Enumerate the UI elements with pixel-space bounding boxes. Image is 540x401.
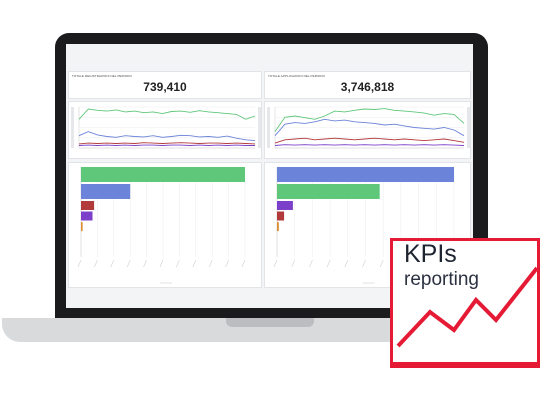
kpi-title: TOTALE APPLICAZIONI NEL PERIODO xyxy=(268,74,326,78)
bar-1 xyxy=(81,184,131,199)
tick-label xyxy=(208,259,213,268)
tick-label xyxy=(176,259,180,268)
scroll-rail-left xyxy=(71,107,74,148)
kpi-value: 3,746,818 xyxy=(340,80,395,94)
bar-1 xyxy=(277,184,380,199)
tick-label xyxy=(241,259,246,268)
tick-label xyxy=(291,259,295,268)
badge-title: KPIs xyxy=(404,240,457,268)
series-line-2 xyxy=(78,142,256,145)
bar-3 xyxy=(81,211,93,221)
scroll-rail-right xyxy=(467,107,470,148)
tick-label xyxy=(326,259,331,268)
bar-chart-right xyxy=(273,167,455,284)
tick-label xyxy=(110,259,115,268)
bar-chart-panel-left xyxy=(68,162,262,288)
series-line-0 xyxy=(274,108,465,132)
tick-label xyxy=(192,259,197,268)
bar-chart-left xyxy=(77,167,246,284)
kpi-panel-applications: TOTALE APPLICAZIONI NEL PERIODO 3,746,81… xyxy=(264,71,471,99)
tick-label xyxy=(77,259,82,268)
series-line-1 xyxy=(78,131,256,142)
bar-3 xyxy=(277,211,285,221)
line-chart-left xyxy=(71,106,261,149)
kpi-title: TOTALE REGISTRAZIONI NEL PERIODO xyxy=(72,74,132,78)
tick-label xyxy=(379,259,384,268)
tick-label xyxy=(273,259,278,268)
badge-subtitle: reporting xyxy=(404,269,479,290)
laptop-notch xyxy=(226,318,314,327)
series-line-3 xyxy=(274,144,465,146)
tick-label xyxy=(94,259,98,268)
line-chart-panel-left xyxy=(68,101,262,159)
tick-label xyxy=(159,259,164,268)
bar-4 xyxy=(81,222,83,232)
bar-2 xyxy=(277,201,293,210)
scroll-rail-left xyxy=(267,107,270,148)
bar-4 xyxy=(277,222,279,232)
tick-label xyxy=(225,259,229,268)
series-line-2 xyxy=(274,137,465,144)
series-line-0 xyxy=(78,108,256,120)
tick-label xyxy=(143,259,147,268)
bar-0 xyxy=(81,167,245,182)
bar-0 xyxy=(277,167,454,182)
line-chart-right xyxy=(267,106,470,149)
tick-label xyxy=(344,259,349,268)
series-line-1 xyxy=(274,118,465,137)
tick-label xyxy=(362,259,366,268)
kpi-badge xyxy=(390,238,540,368)
kpi-panel-registrations: TOTALE REGISTRAZIONI NEL PERIODO 739,410 xyxy=(68,71,262,99)
kpi-value: 739,410 xyxy=(143,80,187,94)
scroll-rail-right xyxy=(258,107,261,148)
line-chart-panel-right xyxy=(264,101,471,159)
tick-label xyxy=(309,259,313,268)
tick-label xyxy=(126,259,131,268)
trend-line-graphic xyxy=(390,266,540,368)
bar-2 xyxy=(81,201,95,210)
